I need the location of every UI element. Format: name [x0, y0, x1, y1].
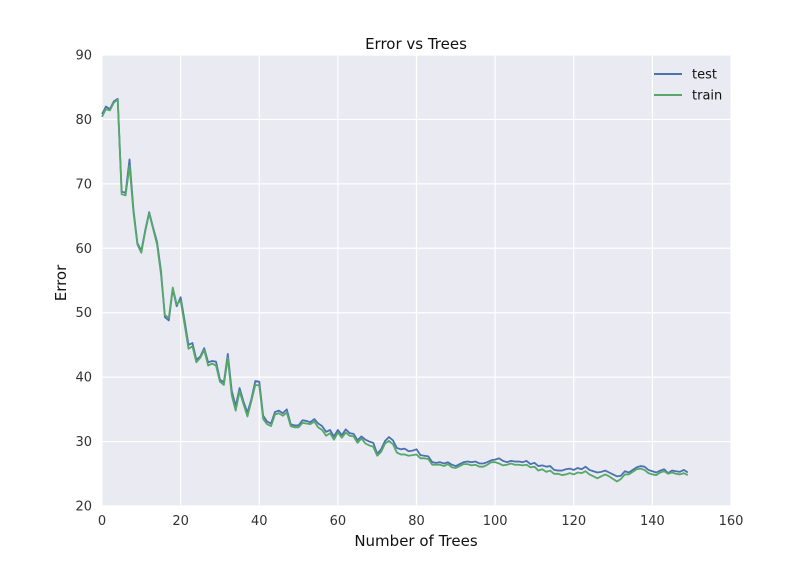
- series-layer: [101, 97, 689, 483]
- y-tick-label: 30: [75, 435, 92, 450]
- x-tick-label: 20: [172, 514, 189, 529]
- x-axis-title: Number of Trees: [354, 532, 478, 550]
- grid-lines: [101, 54, 732, 507]
- y-tick-label: 80: [75, 113, 92, 128]
- x-tick-label: 160: [719, 514, 744, 529]
- y-tick-label: 90: [75, 49, 92, 64]
- y-tick-label: 50: [75, 306, 92, 321]
- chart-title: Error vs Trees: [365, 35, 467, 53]
- legend: test train: [654, 68, 722, 104]
- x-tick-labels: 0 20 40 60 80 100 120 140 160: [98, 514, 744, 529]
- x-tick-label: 140: [640, 514, 665, 529]
- y-tick-labels: 20 30 40 50 60 70 80 90: [75, 49, 92, 515]
- x-tick-label: 60: [330, 514, 347, 529]
- x-tick-label: 120: [561, 514, 586, 529]
- x-tick-label: 0: [98, 514, 106, 529]
- y-axis-title: Error: [52, 264, 70, 301]
- series-line-test: [101, 97, 689, 478]
- legend-label-test: test: [692, 68, 717, 83]
- x-tick-label: 40: [251, 514, 268, 529]
- legend-label-train: train: [692, 89, 722, 104]
- x-tick-label: 100: [483, 514, 508, 529]
- y-tick-label: 60: [75, 242, 92, 257]
- x-tick-label: 80: [408, 514, 425, 529]
- y-tick-label: 20: [75, 500, 92, 515]
- y-tick-label: 70: [75, 177, 92, 192]
- y-tick-label: 40: [75, 371, 92, 386]
- series-line-train: [101, 98, 689, 483]
